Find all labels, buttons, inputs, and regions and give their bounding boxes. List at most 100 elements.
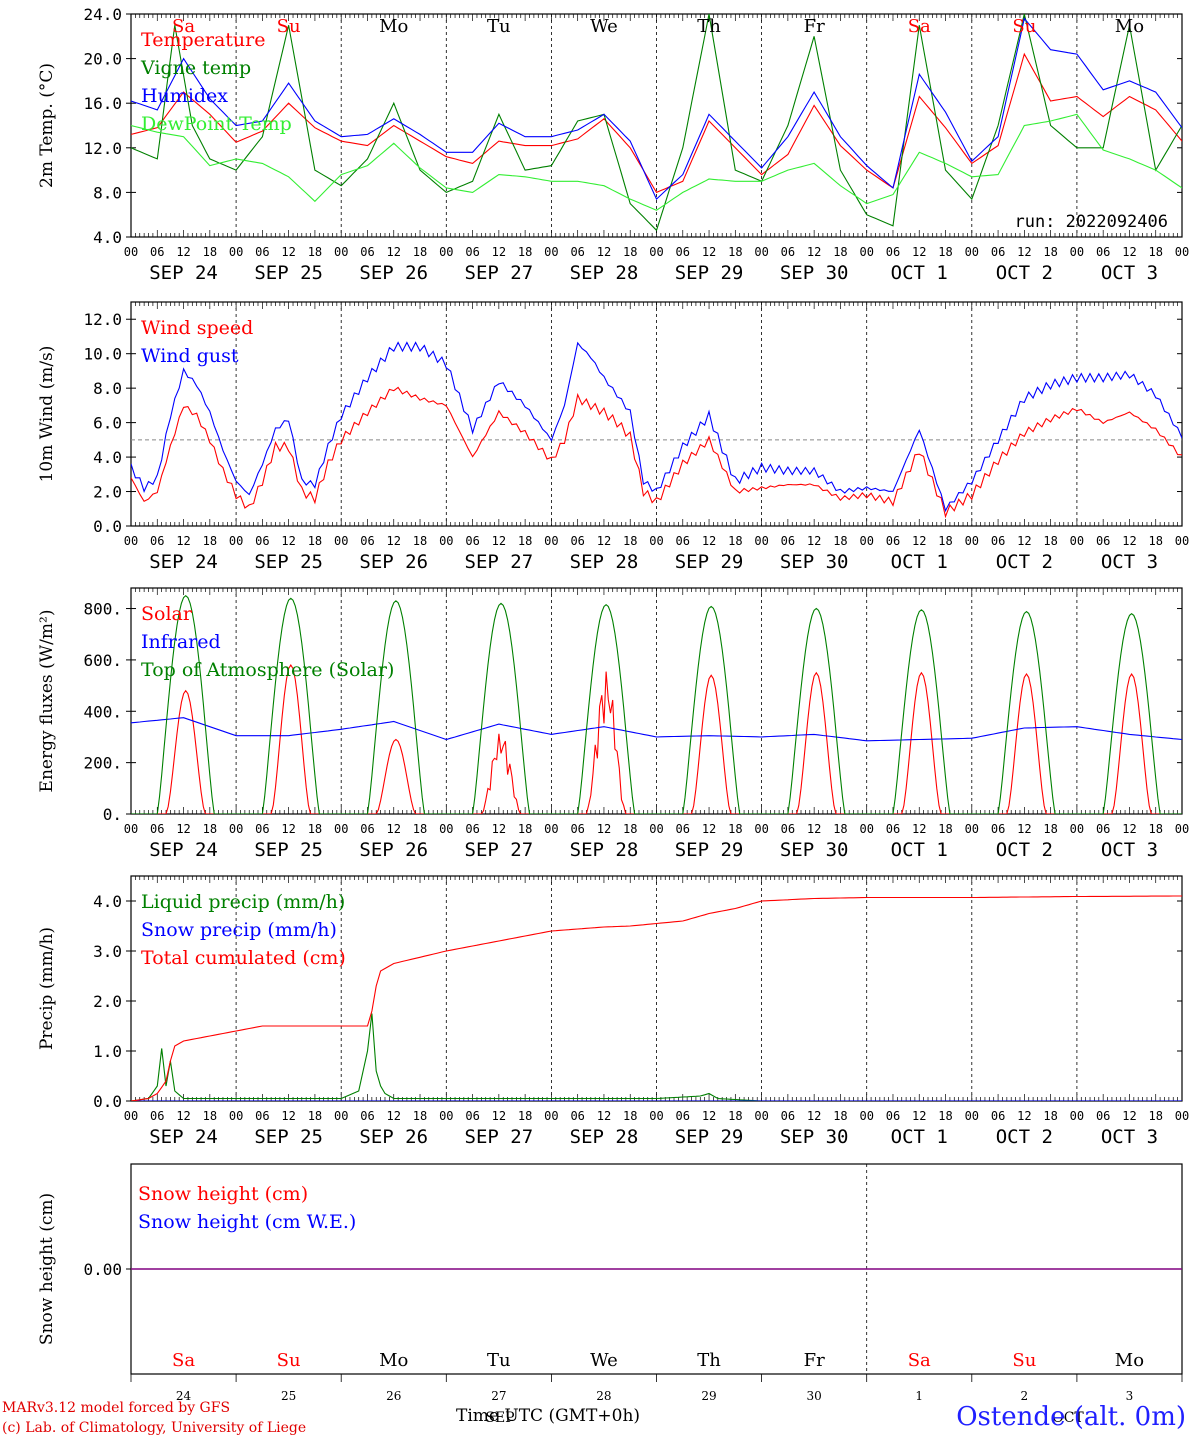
- date-label: OCT 1: [891, 551, 948, 573]
- hour-tick-label: 00: [124, 534, 138, 548]
- date-label: SEP 25: [254, 1126, 323, 1148]
- hour-tick-label: 12: [1122, 245, 1136, 259]
- date-label: SEP 30: [780, 551, 849, 573]
- date-label: SEP 28: [570, 1126, 639, 1148]
- y-tick-label: 1.0: [93, 1042, 122, 1061]
- date-label: OCT 3: [1101, 262, 1158, 284]
- panel-2: 0.0 2.0 4.0 6.0 8.0 10.0 12.0 10m Wind (m/s) 00 0…: [37, 301, 1189, 573]
- date-label: OCT 2: [996, 551, 1053, 573]
- hour-tick-label: 18: [308, 822, 322, 836]
- legend-entry: Snow precip (mm/h): [141, 919, 337, 941]
- hour-tick-label: 18: [1148, 534, 1162, 548]
- y-tick-label: 2.0: [93, 483, 122, 502]
- hour-tick-label: 12: [1017, 1109, 1031, 1123]
- hour-tick-label: 12: [912, 245, 926, 259]
- hour-tick-label: 00: [334, 822, 348, 836]
- date-label: OCT 3: [1101, 1126, 1158, 1148]
- hour-tick-label: 18: [1148, 822, 1162, 836]
- y-tick-label: 0.: [103, 805, 122, 824]
- day-number-label: 26: [386, 1389, 401, 1403]
- hour-tick-label: 06: [886, 822, 900, 836]
- hour-tick-label: 00: [754, 245, 768, 259]
- hour-tick-label: 18: [203, 534, 217, 548]
- y-axis-label: 10m Wind (m/s): [37, 346, 57, 483]
- hour-tick-label: 00: [859, 822, 873, 836]
- series-line-3: [131, 895, 1182, 1101]
- hour-tick-label: 00: [544, 534, 558, 548]
- hour-tick-label: 18: [1043, 822, 1057, 836]
- series-line-1: [131, 386, 1182, 519]
- hour-tick-label: 00: [229, 1109, 243, 1123]
- day-name-label: Mo: [1115, 1350, 1144, 1371]
- y-tick-label: 4.0: [93, 228, 122, 247]
- legend-entry: Solar: [141, 603, 193, 625]
- series-group: [131, 594, 1182, 814]
- y-tick-label: 2.0: [93, 992, 122, 1011]
- hour-tick-label: 18: [308, 1109, 322, 1123]
- panel-5: 0.00 Snow height (cm) Snow height (cm) Snow…: [37, 1163, 1183, 1426]
- hour-tick-label: 12: [281, 534, 295, 548]
- date-label: SEP 25: [254, 262, 323, 284]
- hour-tick-label: 12: [492, 1109, 506, 1123]
- day-name-label: Su: [1012, 1350, 1036, 1371]
- lab-credit: (c) Lab. of Climatology, University of L…: [2, 1420, 307, 1436]
- hour-tick-label: 18: [938, 1109, 952, 1123]
- date-label: SEP 27: [465, 262, 534, 284]
- hour-tick-label: 00: [859, 245, 873, 259]
- hour-tick-label: 06: [465, 534, 479, 548]
- hour-tick-label: 12: [702, 1109, 716, 1123]
- day-number-label: 24: [176, 1389, 192, 1403]
- hour-tick-label: 12: [176, 534, 190, 548]
- legend-entry: Infrared: [141, 631, 221, 653]
- hour-tick-label: 06: [1096, 822, 1110, 836]
- hour-tick-label: 12: [597, 822, 611, 836]
- hour-tick-label: 18: [308, 534, 322, 548]
- hour-tick-label: 18: [623, 1109, 637, 1123]
- y-tick-label: 400.: [83, 702, 122, 721]
- hour-tick-label: 18: [1043, 245, 1057, 259]
- hour-tick-label: 06: [570, 822, 584, 836]
- series-line-3: [131, 594, 1182, 814]
- date-label: SEP 25: [254, 551, 323, 573]
- hour-tick-label: 00: [229, 822, 243, 836]
- hour-tick-label: 00: [965, 245, 979, 259]
- y-tick-label: 8.0: [93, 183, 122, 202]
- hour-tick-label: 18: [938, 245, 952, 259]
- day-name-label: We: [590, 16, 618, 37]
- hour-tick-label: 18: [1043, 1109, 1057, 1123]
- hour-tick-label: 00: [439, 822, 453, 836]
- date-label: OCT 2: [996, 839, 1053, 861]
- legend-entry: Wind gust: [141, 345, 239, 367]
- y-tick-label: 3.0: [93, 942, 122, 961]
- legend-entry: Top of Atmosphere (Solar): [141, 659, 394, 681]
- hour-tick-label: 00: [754, 822, 768, 836]
- hour-tick-label: 06: [255, 534, 269, 548]
- hour-tick-label: 18: [938, 822, 952, 836]
- day-name-label: Su: [1012, 16, 1036, 37]
- hour-tick-label: 06: [1096, 245, 1110, 259]
- hour-tick-label: 00: [439, 1109, 453, 1123]
- hour-tick-label: 12: [807, 1109, 821, 1123]
- hour-tick-label: 18: [518, 534, 532, 548]
- hour-tick-label: 18: [203, 1109, 217, 1123]
- hour-tick-label: 06: [150, 245, 164, 259]
- hour-tick-label: 12: [492, 822, 506, 836]
- date-label: OCT 2: [996, 262, 1053, 284]
- hour-tick-label: 12: [912, 534, 926, 548]
- day-number-label: 28: [596, 1389, 611, 1403]
- day-name-label: Tu: [487, 1350, 511, 1371]
- legend-entry: Wind speed: [141, 317, 253, 339]
- hour-tick-label: 12: [807, 245, 821, 259]
- date-label: OCT 3: [1101, 839, 1158, 861]
- hour-tick-label: 12: [176, 245, 190, 259]
- hour-tick-label: 12: [597, 534, 611, 548]
- day-number-label: 25: [281, 1389, 296, 1403]
- hour-tick-label: 06: [360, 534, 374, 548]
- hour-tick-label: 12: [492, 534, 506, 548]
- legend-entry: Temperature: [141, 29, 265, 51]
- hour-tick-label: 18: [728, 245, 742, 259]
- hour-tick-label: 00: [544, 1109, 558, 1123]
- hour-tick-label: 06: [991, 822, 1005, 836]
- date-label: SEP 24: [149, 839, 218, 861]
- hour-tick-label: 00: [124, 245, 138, 259]
